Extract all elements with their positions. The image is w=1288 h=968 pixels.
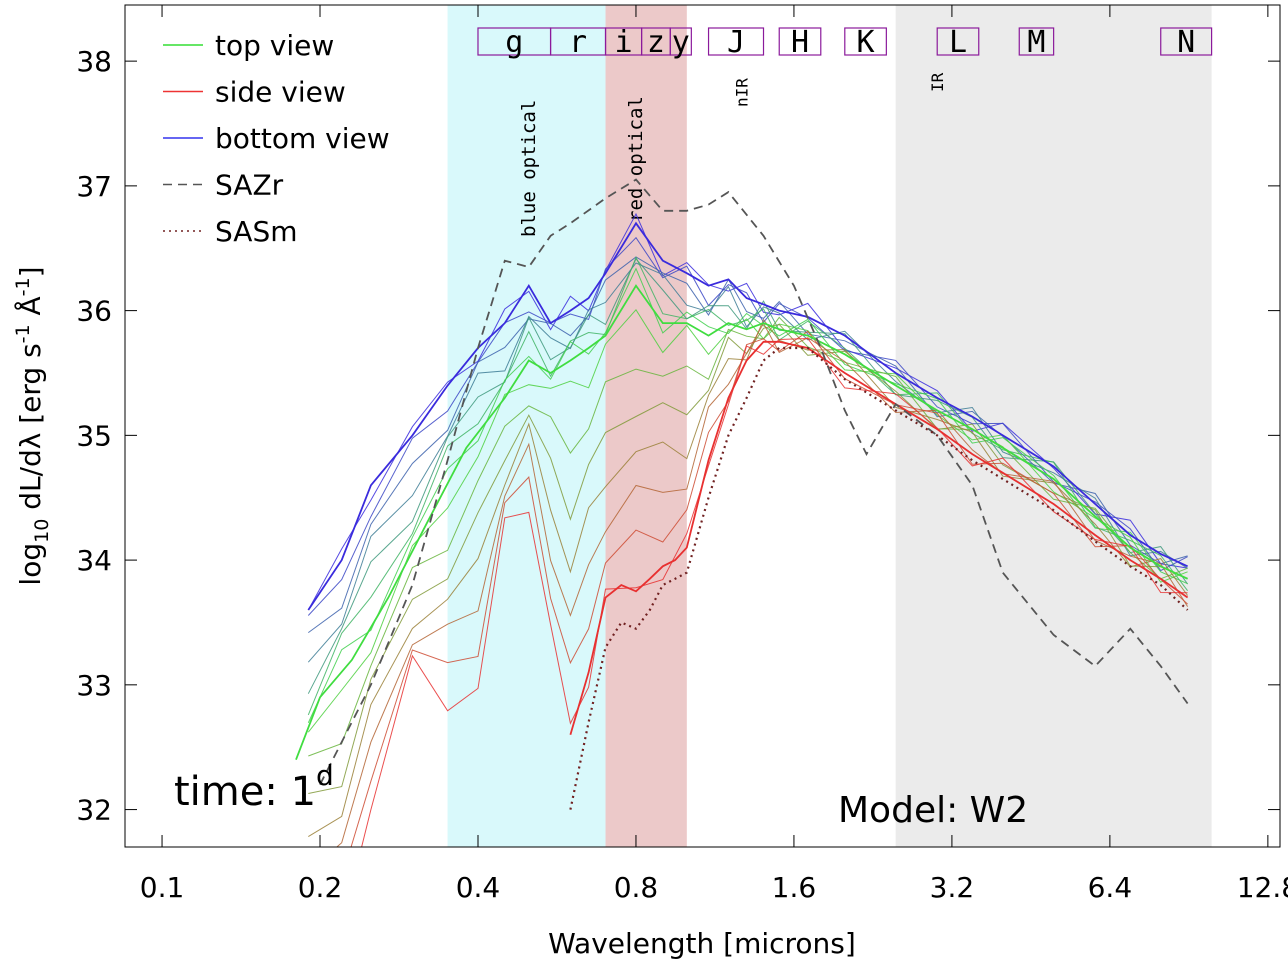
time-label: time: 1d bbox=[174, 759, 334, 815]
filter-band-J bbox=[707, 27, 765, 56]
y-tick-label: 37 bbox=[76, 170, 112, 203]
filter-band-K bbox=[844, 27, 887, 56]
filter-label-L: L bbox=[949, 25, 967, 60]
region-label-blue-optical: blue optical bbox=[518, 100, 540, 237]
model-label: Model: W2 bbox=[838, 790, 1028, 831]
y-tick-label: 38 bbox=[76, 45, 112, 78]
angle-curve bbox=[308, 318, 1189, 838]
angle-curve bbox=[307, 267, 1188, 724]
filter-band-M bbox=[1018, 27, 1055, 56]
filter-label-i: i bbox=[615, 25, 633, 60]
series-side-view bbox=[569, 340, 1189, 735]
filter-band-L bbox=[936, 27, 980, 56]
region-label-nir: nIR bbox=[732, 78, 751, 107]
y-tick-label: 35 bbox=[76, 419, 112, 452]
filter-label-g: g bbox=[505, 25, 523, 60]
angle-curve bbox=[361, 337, 1188, 847]
x-tick-label: 6.4 bbox=[1088, 871, 1133, 904]
filter-label-z: z bbox=[647, 25, 665, 60]
region-red-optical bbox=[605, 5, 687, 847]
x-tick-label: 3.2 bbox=[930, 871, 975, 904]
series-sasm bbox=[569, 346, 1189, 810]
x-tick-label: 1.6 bbox=[772, 871, 817, 904]
series-sazr bbox=[319, 178, 1189, 786]
x-tick-label: 12.8 bbox=[1237, 871, 1288, 904]
y-tick-label: 32 bbox=[76, 794, 112, 827]
legend-label-bottom-view: bottom view bbox=[215, 122, 390, 155]
legend-label-top-view: top view bbox=[215, 29, 334, 62]
filter-label-K: K bbox=[857, 25, 875, 60]
plot-frame bbox=[124, 4, 1281, 848]
legend-label-side-view: side view bbox=[215, 76, 346, 109]
legend: top view side view bottom view SAZr SASm bbox=[163, 29, 390, 248]
angle-curve bbox=[307, 262, 1188, 663]
y-axis-ticks: 32 33 34 35 36 37 38 bbox=[76, 45, 1280, 827]
legend-label-sazr: SAZr bbox=[215, 169, 284, 202]
x-tick-label: 0.2 bbox=[298, 871, 343, 904]
x-tick-label: 0.8 bbox=[614, 871, 659, 904]
region-ir bbox=[895, 5, 1212, 847]
x-axis-ticks: 0.1 0.2 0.4 0.8 1.6 3.2 6.4 12.8 bbox=[140, 5, 1288, 904]
region-labels: blue optical red optical nIR IR bbox=[518, 72, 947, 237]
filter-label-H: H bbox=[791, 25, 809, 60]
y-tick-label: 33 bbox=[76, 669, 112, 702]
angle-curve bbox=[308, 323, 1188, 794]
region-label-red-optical: red optical bbox=[625, 96, 647, 222]
y-axis-label: log10 dL/dλ [erg s-1 Å-1] bbox=[12, 266, 53, 585]
filter-band-N bbox=[1160, 27, 1213, 56]
x-tick-label: 0.1 bbox=[140, 871, 185, 904]
filter-label-J: J bbox=[727, 25, 745, 60]
x-tick-label: 0.4 bbox=[456, 871, 501, 904]
wavelength-regions bbox=[447, 5, 1212, 847]
y-tick-label: 34 bbox=[76, 544, 112, 577]
series-top-view bbox=[295, 284, 1188, 761]
filter-label-y: y bbox=[672, 25, 690, 60]
spectral-series bbox=[295, 178, 1189, 847]
region-label-ir: IR bbox=[928, 72, 947, 92]
legend-label-sasm: SASm bbox=[215, 215, 298, 248]
filter-band-H bbox=[778, 27, 822, 56]
series-group bbox=[295, 178, 1189, 847]
angle-curve bbox=[307, 256, 1188, 716]
angle-curve bbox=[350, 330, 1188, 847]
filter-label-r: r bbox=[569, 25, 587, 60]
y-tick-label: 36 bbox=[76, 295, 112, 328]
filter-band-y bbox=[669, 27, 692, 56]
filter-label-M: M bbox=[1027, 25, 1045, 60]
x-axis-label: Wavelength [microns] bbox=[548, 927, 856, 960]
filter-label-N: N bbox=[1177, 25, 1195, 60]
